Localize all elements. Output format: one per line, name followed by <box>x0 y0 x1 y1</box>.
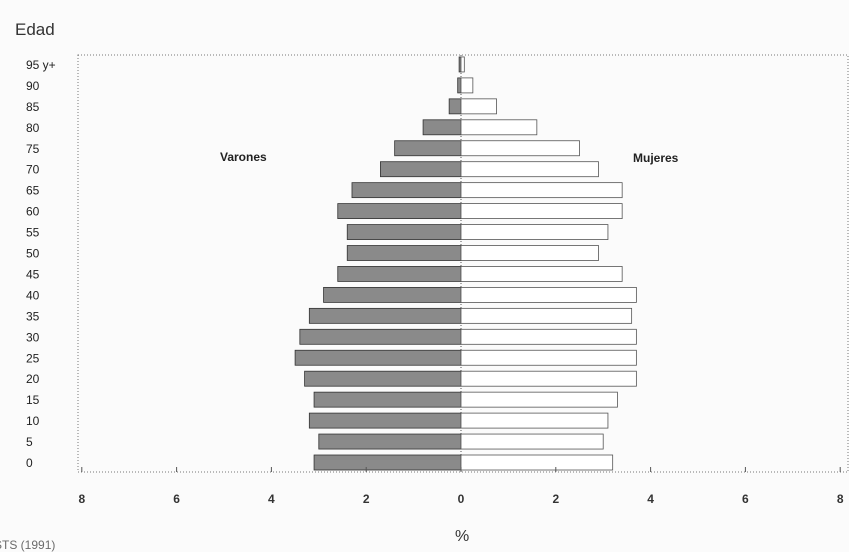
x-tick-label: 6 <box>742 492 749 506</box>
bar-varones-50 <box>346 245 462 261</box>
y-tick-label: 65 <box>26 184 40 198</box>
y-tick-label: 25 <box>26 351 40 365</box>
source-note: STS (1991) <box>0 538 56 552</box>
y-axis-label: Edad <box>15 20 55 39</box>
bar-mujeres-85 <box>460 98 497 115</box>
series-label-varones: Varones <box>220 150 267 164</box>
bar-mujeres-15 <box>460 391 618 408</box>
x-tick-label: 6 <box>173 492 180 506</box>
y-tick-label: 70 <box>26 163 40 177</box>
bar-mujeres-70 <box>460 161 599 178</box>
bar-mujeres-75 <box>460 140 580 157</box>
bar-mujeres-20 <box>460 370 637 387</box>
bar-varones-60 <box>337 203 462 220</box>
x-tick-label: 4 <box>647 492 654 506</box>
bar-mujeres-0 <box>460 454 614 471</box>
y-tick-label: 20 <box>26 372 40 386</box>
y-tick-label: 85 <box>26 100 40 114</box>
bar-varones-0 <box>313 454 462 471</box>
bar-varones-45 <box>337 266 462 282</box>
y-tick-label: 5 <box>26 435 33 449</box>
x-tick-label: 8 <box>837 492 844 506</box>
bar-varones-15 <box>313 391 462 408</box>
x-tick-label: 8 <box>78 492 85 506</box>
y-tick-label: 50 <box>26 247 40 261</box>
bar-mujeres-90 <box>460 77 474 94</box>
bar-mujeres-40 <box>460 286 637 303</box>
x-tick-label: 0 <box>458 492 465 506</box>
y-tick-label: 45 <box>26 267 40 281</box>
x-tick-label: 2 <box>552 492 559 506</box>
y-tick-label: 40 <box>26 288 40 302</box>
bar-mujeres-10 <box>460 412 609 429</box>
y-tick-label: 90 <box>26 79 40 93</box>
bar-varones-30 <box>299 328 462 345</box>
bar-varones-25 <box>294 349 462 366</box>
bar-mujeres-50 <box>460 245 599 261</box>
bar-varones-85 <box>448 98 462 115</box>
series-label-mujeres: Mujeres <box>633 151 679 165</box>
y-tick-label: 30 <box>26 330 40 344</box>
y-tick-label: 60 <box>26 205 40 219</box>
y-tick-label: 15 <box>26 393 40 407</box>
bar-mujeres-80 <box>460 119 538 136</box>
bar-mujeres-60 <box>460 203 623 220</box>
bar-varones-35 <box>308 307 462 324</box>
bar-mujeres-25 <box>460 349 637 366</box>
y-tick-label: 35 <box>26 309 40 323</box>
x-tick-label: 2 <box>363 492 370 506</box>
bar-varones-5 <box>318 433 462 450</box>
y-tick-label: 95 y+ <box>26 58 56 72</box>
y-tick-label: 0 <box>26 456 33 470</box>
bar-varones-40 <box>323 286 462 303</box>
bar-mujeres-35 <box>460 307 633 324</box>
y-tick-label: 80 <box>26 121 40 135</box>
bar-varones-90 <box>457 77 462 94</box>
plot-frame <box>77 54 849 473</box>
bar-mujeres-55 <box>460 224 609 240</box>
bar-mujeres-65 <box>460 182 623 199</box>
x-axis-label: % <box>455 528 470 545</box>
y-tick-label: 75 <box>26 142 40 156</box>
bar-mujeres-5 <box>460 433 604 450</box>
bar-mujeres-45 <box>460 266 623 282</box>
bar-varones-10 <box>308 412 462 429</box>
bar-mujeres-30 <box>460 328 637 345</box>
bar-varones-55 <box>346 224 462 240</box>
y-tick-label: 55 <box>26 226 40 240</box>
bar-varones-80 <box>422 119 462 136</box>
bar-varones-70 <box>380 161 462 178</box>
bar-varones-75 <box>394 140 462 157</box>
bar-varones-20 <box>304 370 462 387</box>
bar-varones-65 <box>351 182 462 199</box>
x-tick-label: 4 <box>268 492 275 506</box>
bar-mujeres-95y <box>460 56 465 73</box>
y-tick-label: 10 <box>26 414 40 428</box>
